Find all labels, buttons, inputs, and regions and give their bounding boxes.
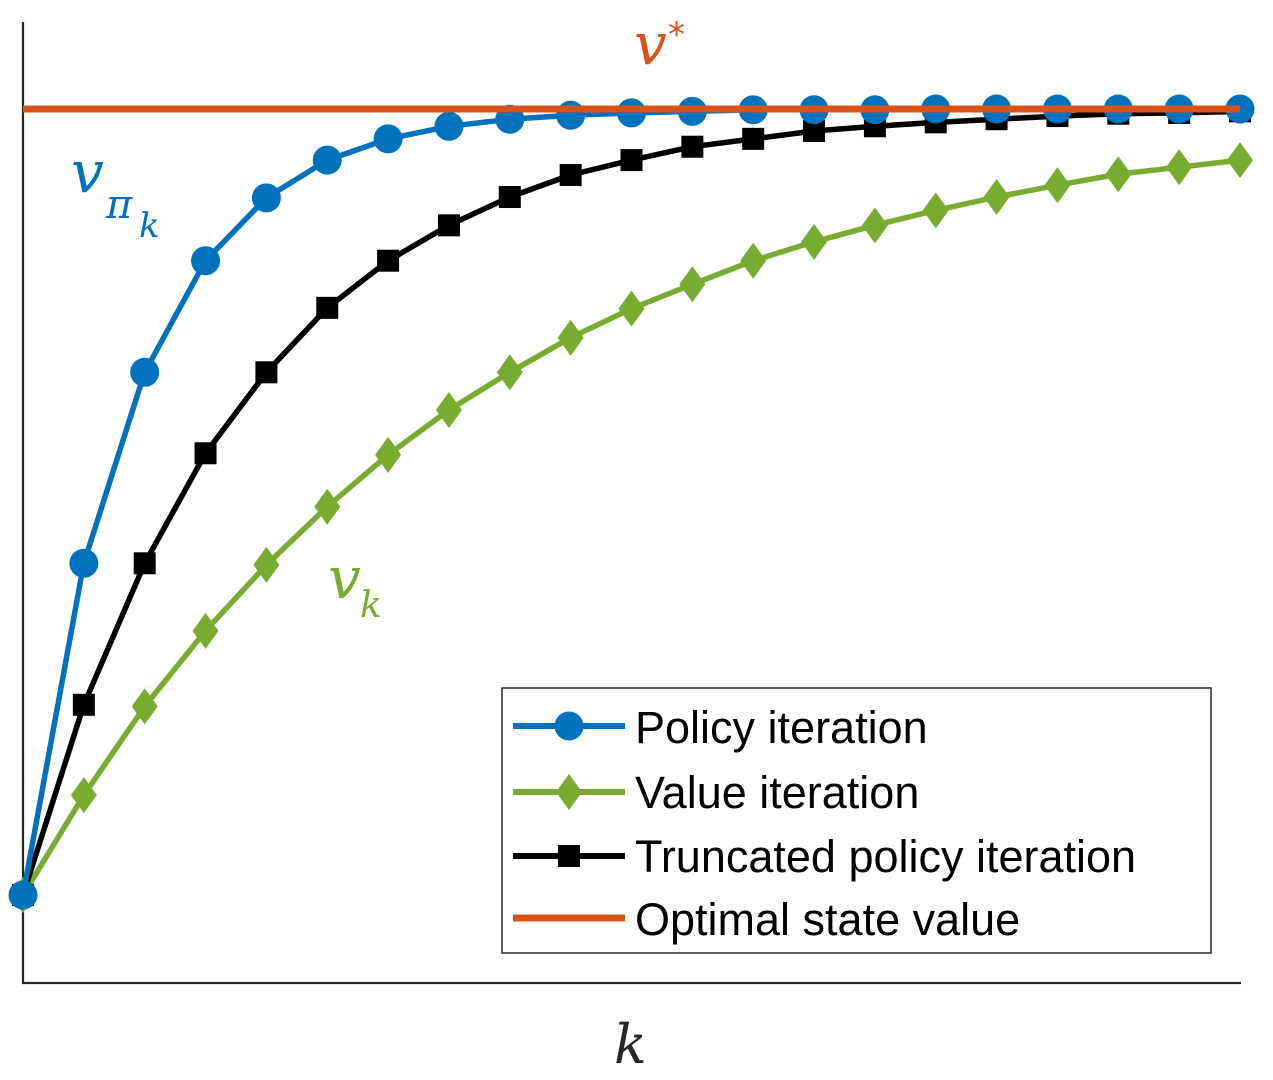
square-marker: [194, 442, 217, 465]
diamond-marker: [983, 179, 1010, 216]
square-marker: [377, 249, 400, 272]
square-marker: [437, 214, 460, 237]
diamond-marker: [679, 266, 706, 303]
diamond-marker: [496, 354, 523, 391]
vstar-superscript: *: [668, 15, 685, 55]
square-marker: [742, 127, 765, 150]
diamond-marker: [70, 777, 97, 814]
diamond-marker: [1227, 142, 1253, 179]
circle-marker: [434, 111, 464, 141]
square-marker: [133, 552, 156, 575]
square-marker: [559, 164, 582, 187]
vstar-label: v: [634, 10, 667, 78]
series-layer: [8, 94, 1255, 913]
square-marker: [803, 120, 826, 143]
square-marker: [72, 693, 95, 716]
circle-marker: [617, 98, 646, 128]
legend: Policy iteration Value iteration Truncat…: [501, 687, 1212, 954]
square-marker: [620, 149, 643, 172]
series-value-iteration: [10, 142, 1253, 913]
diamond-marker: [314, 488, 341, 525]
vpi-subscript: π: [105, 182, 133, 228]
circle-marker: [69, 548, 99, 578]
legend-square-icon: [558, 845, 580, 867]
square-marker: [255, 361, 278, 384]
vk-subscript: k: [360, 585, 382, 626]
diamond-marker: [1166, 149, 1193, 186]
circle-marker: [312, 145, 342, 175]
diamond-marker: [375, 436, 402, 473]
annotation-vstar: v *: [634, 10, 685, 78]
diamond-marker: [557, 319, 584, 356]
circle-marker: [373, 124, 403, 154]
diamond-marker: [801, 223, 828, 260]
circle-marker: [130, 357, 160, 387]
diamond-marker: [253, 546, 280, 583]
legend-box: [501, 687, 1212, 954]
legend-label-policy-iteration: Policy iteration: [635, 702, 928, 753]
annotation-vpi: v π k: [71, 138, 160, 246]
vpi-label: v: [71, 138, 104, 206]
x-axis-label: k: [614, 1013, 647, 1076]
annotation-vk: v k: [328, 544, 382, 626]
vpi-subsubscript: k: [139, 206, 160, 246]
diamond-marker: [861, 207, 888, 244]
circle-marker: [251, 183, 281, 213]
legend-diamond-icon: [556, 774, 582, 810]
circle-marker: [191, 246, 221, 276]
square-marker: [316, 296, 339, 319]
legend-samples: [513, 711, 625, 922]
diamond-marker: [435, 392, 462, 429]
diamond-marker: [618, 290, 645, 327]
legend-label-optimal-state-value: Optimal state value: [635, 894, 1020, 945]
circle-marker: [8, 880, 38, 910]
diamond-marker: [740, 242, 767, 279]
diamond-marker: [1105, 156, 1132, 193]
vk-label: v: [328, 544, 361, 612]
axes: [21, 22, 1241, 985]
square-marker: [498, 186, 521, 209]
diamond-marker: [131, 688, 158, 725]
legend-label-value-iteration: Value iteration: [635, 767, 919, 818]
legend-label-truncated-policy-iteration: Truncated policy iteration: [635, 831, 1136, 882]
diamond-marker: [1044, 167, 1071, 204]
circle-marker: [556, 100, 586, 130]
diamond-marker: [922, 192, 949, 229]
diamond-marker: [192, 612, 219, 649]
square-marker: [681, 135, 704, 158]
legend-circle-icon: [554, 711, 584, 741]
series-policy-iteration: [8, 94, 1255, 910]
